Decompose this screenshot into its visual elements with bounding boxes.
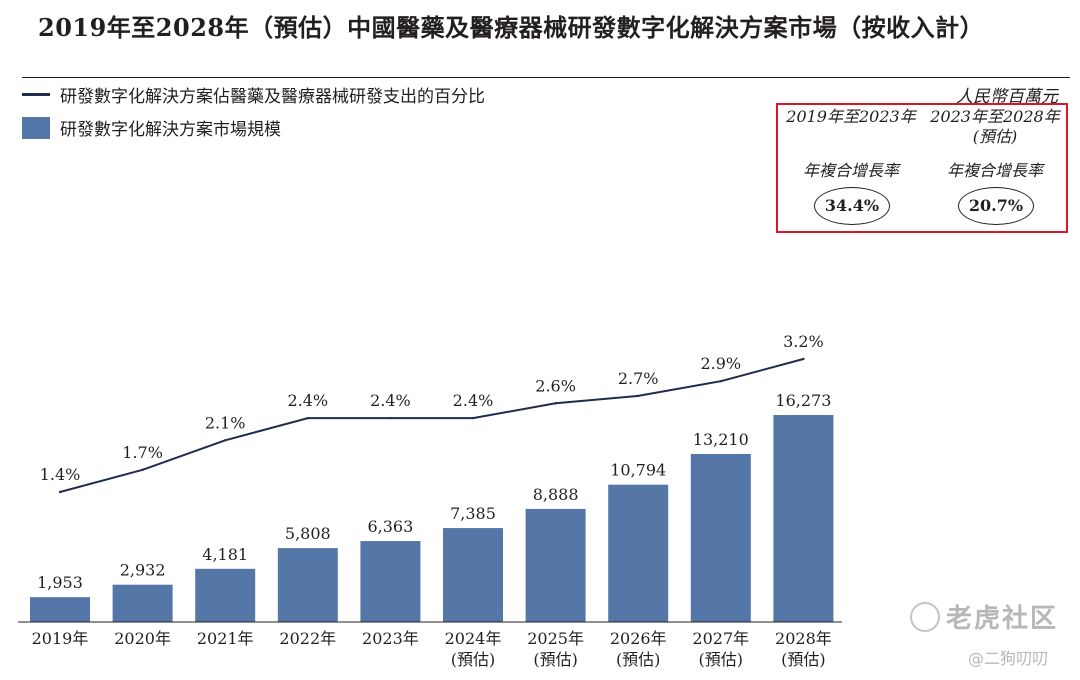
percentage-line bbox=[59, 358, 804, 493]
line-point bbox=[637, 394, 640, 398]
bar bbox=[773, 415, 834, 622]
watermark: 老虎社区 bbox=[910, 598, 1058, 635]
line-value-label: 1.7% bbox=[122, 443, 163, 462]
bar bbox=[525, 508, 586, 622]
cagr-label: 年複合增長率 bbox=[802, 161, 899, 180]
bar bbox=[277, 548, 338, 622]
cagr-box: 2019年至2023年 年複合增長率 34.4% 2023年至2028年 (預估… bbox=[776, 103, 1068, 233]
legend-item-line: 研發數字化解決方案佔醫藥及醫療器械研發支出的百分比 bbox=[22, 82, 485, 107]
x-tick-note: (預估) bbox=[699, 650, 744, 669]
bar bbox=[360, 541, 421, 622]
legend-bar-swatch bbox=[22, 116, 50, 139]
bar-value-label: 5,808 bbox=[285, 524, 331, 543]
x-tick-label: 2024年 bbox=[445, 629, 502, 648]
cagr-value: 34.4% bbox=[814, 187, 890, 225]
bar-value-label: 1,953 bbox=[37, 573, 83, 592]
line-point bbox=[554, 402, 557, 405]
line-value-label: 2.9% bbox=[700, 354, 741, 373]
x-tick-label: 2020年 bbox=[114, 629, 171, 648]
line-point bbox=[802, 357, 805, 361]
line-value-label: 2.7% bbox=[618, 369, 659, 388]
chart-title: 2019年至2028年（預估）中國醫藥及醫療器械研發數字化解決方案市場（按收入計… bbox=[38, 13, 985, 42]
x-tick-label: 2025年 bbox=[527, 629, 584, 648]
x-tick-label: 2021年 bbox=[197, 629, 254, 648]
bar-value-label: 13,210 bbox=[693, 430, 749, 449]
bar bbox=[30, 597, 90, 622]
cagr-period: 2019年至2023年 bbox=[786, 107, 916, 126]
watermark-brand: 老虎社区 bbox=[946, 604, 1059, 634]
legend-item-bar: 研發數字化解決方案市場規模 bbox=[22, 115, 281, 140]
line-value-label: 2.6% bbox=[535, 376, 576, 395]
watermark-handle: @二狗叨叨 bbox=[968, 649, 1049, 668]
line-point bbox=[471, 416, 475, 420]
bar-value-label: 2,932 bbox=[120, 561, 166, 580]
x-tick-note: (預估) bbox=[616, 650, 661, 669]
legend-line-swatch bbox=[22, 93, 50, 96]
x-tick-label: 2028年 bbox=[775, 629, 832, 648]
line-value-label: 2.4% bbox=[453, 391, 494, 410]
cagr-value: 20.7% bbox=[958, 187, 1034, 225]
cagr-label: 年複合增長率 bbox=[946, 161, 1043, 180]
bar-value-label: 10,794 bbox=[610, 461, 666, 480]
x-tick-note: (預估) bbox=[533, 650, 578, 669]
cagr-column-forecast: 2023年至2028年 (預估) 年複合增長率 20.7% bbox=[924, 107, 1066, 225]
line-value-label: 2.4% bbox=[370, 391, 411, 410]
bar bbox=[690, 453, 751, 622]
line-point bbox=[306, 416, 309, 420]
bar-value-label: 4,181 bbox=[202, 545, 248, 564]
x-tick-label: 2026年 bbox=[610, 629, 667, 648]
line-point bbox=[224, 439, 227, 442]
bar bbox=[443, 528, 503, 622]
legend-line-label: 研發數字化解決方案佔醫藥及醫療器械研發支出的百分比 bbox=[60, 87, 485, 107]
line-value-label: 3.2% bbox=[783, 332, 824, 351]
bar-value-label: 8,888 bbox=[533, 485, 579, 504]
line-value-label: 2.4% bbox=[287, 391, 328, 410]
line-value-label: 1.4% bbox=[40, 465, 81, 484]
bar bbox=[608, 484, 669, 622]
x-tick-label: 2023年 bbox=[362, 629, 419, 648]
x-tick-label: 2022年 bbox=[279, 629, 336, 648]
cagr-column-historical: 2019年至2023年 年複合增長率 34.4% bbox=[780, 107, 922, 225]
title-divider bbox=[22, 77, 1070, 78]
line-point bbox=[389, 416, 392, 420]
line-point bbox=[719, 379, 722, 383]
legend-bar-label: 研發數字化解決方案市場規模 bbox=[60, 120, 281, 140]
line-point bbox=[58, 490, 62, 494]
bar-value-label: 16,273 bbox=[775, 391, 831, 410]
x-tick-label: 2019年 bbox=[32, 629, 89, 648]
x-tick-note: (預估) bbox=[781, 650, 826, 669]
bar-value-label: 6,363 bbox=[367, 517, 413, 536]
line-value-label: 2.1% bbox=[205, 413, 246, 432]
cagr-period: 2023年至2028年 bbox=[930, 107, 1060, 126]
cagr-period-note: (預估) bbox=[972, 127, 1018, 146]
unit-label: 人民幣百萬元 bbox=[956, 87, 1058, 107]
watermark-logo-icon bbox=[910, 601, 940, 632]
line-point bbox=[141, 468, 144, 472]
bar bbox=[112, 584, 173, 622]
bar bbox=[195, 568, 256, 622]
bar-value-label: 7,385 bbox=[450, 504, 496, 523]
x-tick-note: (預估) bbox=[451, 650, 496, 669]
x-tick-label: 2027年 bbox=[692, 629, 749, 648]
